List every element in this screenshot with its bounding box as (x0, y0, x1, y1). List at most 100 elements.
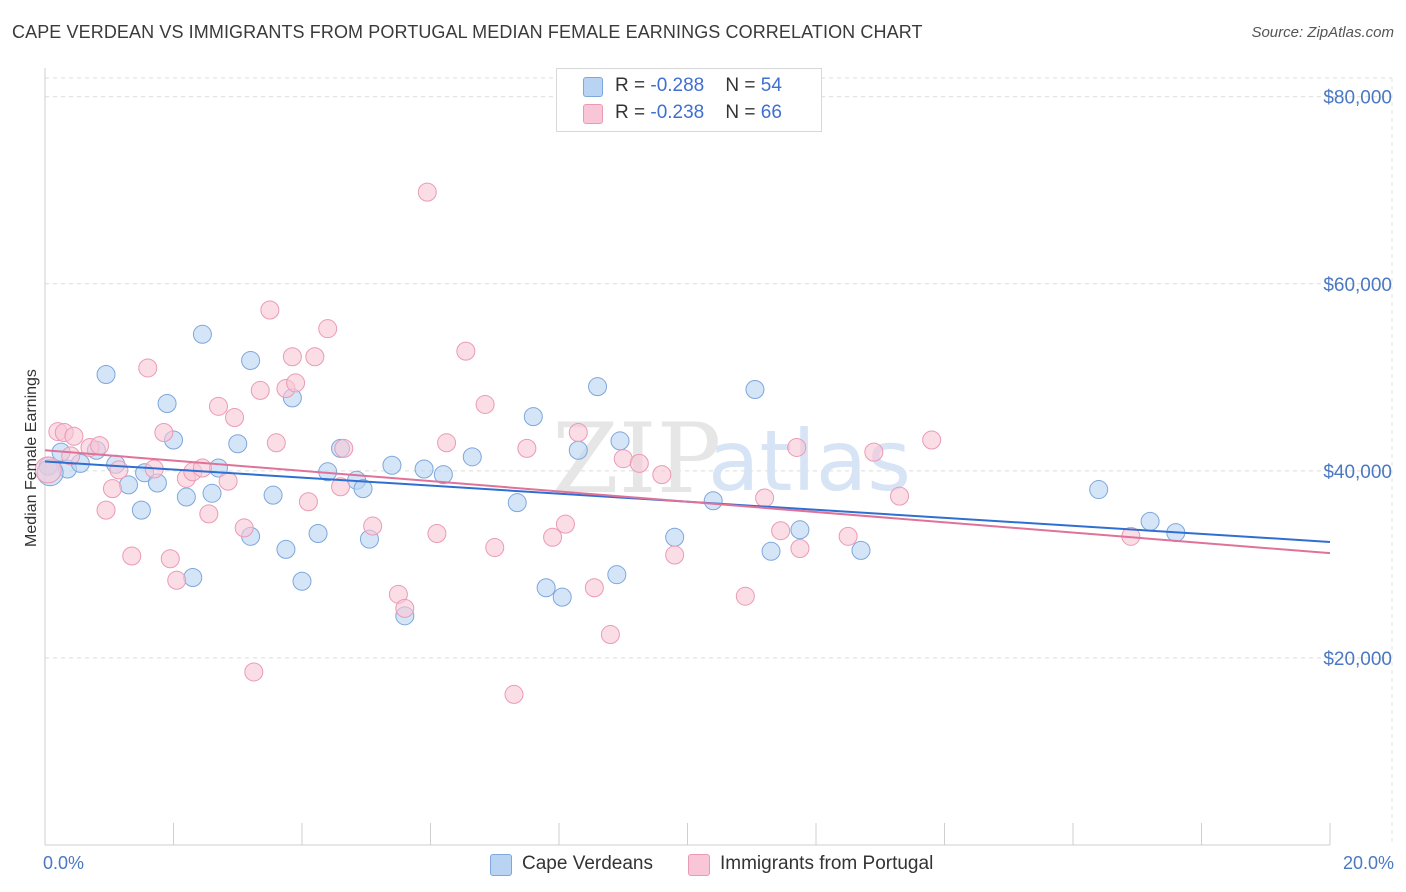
portugal-point (331, 477, 351, 497)
y-tick-label: $80,000 (1323, 88, 1392, 109)
cape-verdean-point (353, 479, 373, 499)
cape-verdean-point (157, 394, 177, 414)
y-axis-title: Median Female Earnings (23, 369, 40, 547)
series-legend: Cape Verdeans Immigrants from Portugal (0, 852, 1406, 878)
portugal-point (613, 449, 633, 469)
legend-r-value: -0.238 (650, 102, 705, 123)
portugal-point (244, 662, 264, 682)
portugal-point (167, 570, 187, 590)
portugal-point (218, 471, 238, 491)
cape-verdean-point (568, 440, 588, 460)
portugal-point (437, 433, 457, 453)
cape-verdean-point (96, 365, 116, 385)
axes: $20,000 $40,000 $60,000 $80,000 0.0% 20.0% (43, 68, 1394, 873)
portugal-point (922, 430, 942, 450)
cape-verdean-point (588, 377, 608, 397)
correlation-legend: R = -0.288 N = 54 R = -0.238 N = 66 (556, 68, 822, 132)
legend-r-label: R = (615, 75, 651, 96)
cape-verdean-point (761, 541, 781, 561)
x-tick-label: 20.0% (1343, 853, 1394, 873)
legend-swatch-pink (688, 854, 710, 876)
portugal-point (395, 598, 415, 618)
portugal-point (199, 504, 219, 524)
cape-verdean-point (276, 539, 296, 559)
portugal-point (771, 521, 791, 541)
portugal-point (427, 524, 447, 544)
portugal-point (584, 578, 604, 598)
cape-verdean-point (183, 567, 203, 587)
portugal-point (755, 488, 775, 508)
cape-verdean-point (292, 571, 312, 591)
cape-verdean-point (507, 493, 527, 513)
cape-verdean-point (851, 540, 871, 560)
y-tick-label: $40,000 (1323, 462, 1392, 483)
portugal-point (160, 549, 180, 569)
chart-title: CAPE VERDEAN VS IMMIGRANTS FROM PORTUGAL… (12, 22, 923, 42)
cape-verdean-point (1089, 480, 1109, 500)
portugal-point (417, 182, 437, 202)
cape-verdean-point (552, 587, 572, 607)
portugal-point (34, 456, 62, 484)
portugal-point (787, 437, 807, 457)
portugal-point (208, 396, 228, 416)
cape-verdean-point (263, 485, 283, 505)
cape-verdean-point (382, 455, 402, 475)
cape-verdean-point (414, 459, 434, 479)
portugal-point (864, 442, 884, 462)
cape-verdean-point (308, 524, 328, 544)
y-tick-label: $20,000 (1323, 649, 1392, 670)
cape-verdean-point (131, 500, 151, 520)
watermark: ZIP atlas (552, 403, 911, 515)
portugal-point (122, 546, 142, 566)
trend-lines (44, 449, 1331, 555)
portugal-point (282, 347, 302, 367)
portugal-point (64, 426, 84, 446)
cape-verdean-point (610, 431, 630, 451)
portugal-point (665, 545, 685, 565)
cape-verdean-point (433, 465, 453, 485)
portugal-point (890, 486, 910, 506)
portugal-point (318, 319, 338, 339)
portugal-point (90, 436, 110, 456)
cape-verdean-point (1140, 511, 1160, 531)
cape-verdean-point (241, 350, 261, 370)
portugal-point (735, 586, 755, 606)
y-tick-label: $60,000 (1323, 275, 1392, 296)
portugal-point (250, 380, 270, 400)
cape-verdean-point (176, 487, 196, 507)
legend-label-cape-verdeans: Cape Verdeans (522, 853, 653, 874)
x-tick-label: 0.0% (43, 853, 84, 873)
cape-verdean-point (536, 578, 556, 598)
portugal-point (154, 423, 174, 443)
cape-verdean-point (462, 447, 482, 467)
portugal-point (109, 460, 129, 480)
portugal-point (363, 516, 383, 536)
portugal-point (102, 479, 122, 499)
portugal-point (568, 423, 588, 443)
portugal-point (298, 492, 318, 512)
portugal-point (517, 438, 537, 458)
portugal-point (305, 347, 325, 367)
legend-swatch-pink (583, 104, 603, 124)
portugal-point (838, 526, 858, 546)
portugal-trend-line (44, 449, 1331, 555)
legend-swatch-blue (583, 77, 603, 97)
portugal-point (652, 465, 672, 485)
portugal-point (543, 527, 563, 547)
cape-verdean-point (523, 407, 543, 427)
legend-n-label: N = (725, 75, 761, 96)
portugal-point (266, 433, 286, 453)
portugal-point (225, 408, 245, 428)
legend-r-value: -0.288 (650, 75, 705, 96)
portugal-point (96, 500, 116, 520)
legend-label-portugal: Immigrants from Portugal (720, 853, 934, 874)
portugal-point (600, 625, 620, 645)
cape-verdean-point (790, 520, 810, 540)
portugal-point (260, 300, 280, 320)
cape-verdean-point (202, 483, 222, 503)
portugal-point (456, 341, 476, 361)
portugal-point (629, 453, 649, 473)
portugal-point (334, 438, 354, 458)
legend-n-value: 54 (760, 75, 782, 96)
